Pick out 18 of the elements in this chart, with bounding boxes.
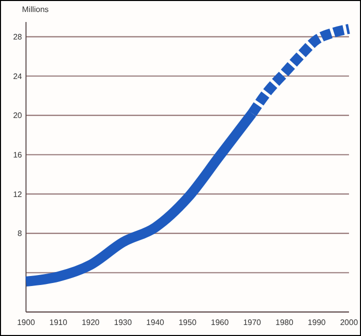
y-tick-label: 16: [13, 150, 23, 160]
y-tick-label: 8: [18, 229, 23, 238]
x-tick-label: 2000: [340, 318, 358, 327]
x-tick-label: 1950: [178, 318, 197, 327]
x-tick-label: 1970: [243, 318, 262, 327]
x-tick-label: 1920: [82, 318, 100, 327]
y-tick-label: 12: [13, 190, 23, 199]
x-tick-label: 1910: [49, 318, 68, 327]
x-tick-label: 1900: [17, 318, 36, 327]
x-tick-label: 1960: [210, 318, 230, 327]
y-tick-label: 28: [13, 32, 23, 42]
x-tick-label: 1990: [308, 318, 326, 327]
x-tick-label: 1940: [146, 318, 165, 327]
y-tick-label: 20: [13, 111, 23, 120]
x-tick-label: 1980: [276, 318, 294, 327]
x-tick-label: 1930: [114, 318, 132, 327]
y-tick-label: 24: [13, 72, 23, 81]
y-axis-title: Millions: [22, 5, 49, 14]
